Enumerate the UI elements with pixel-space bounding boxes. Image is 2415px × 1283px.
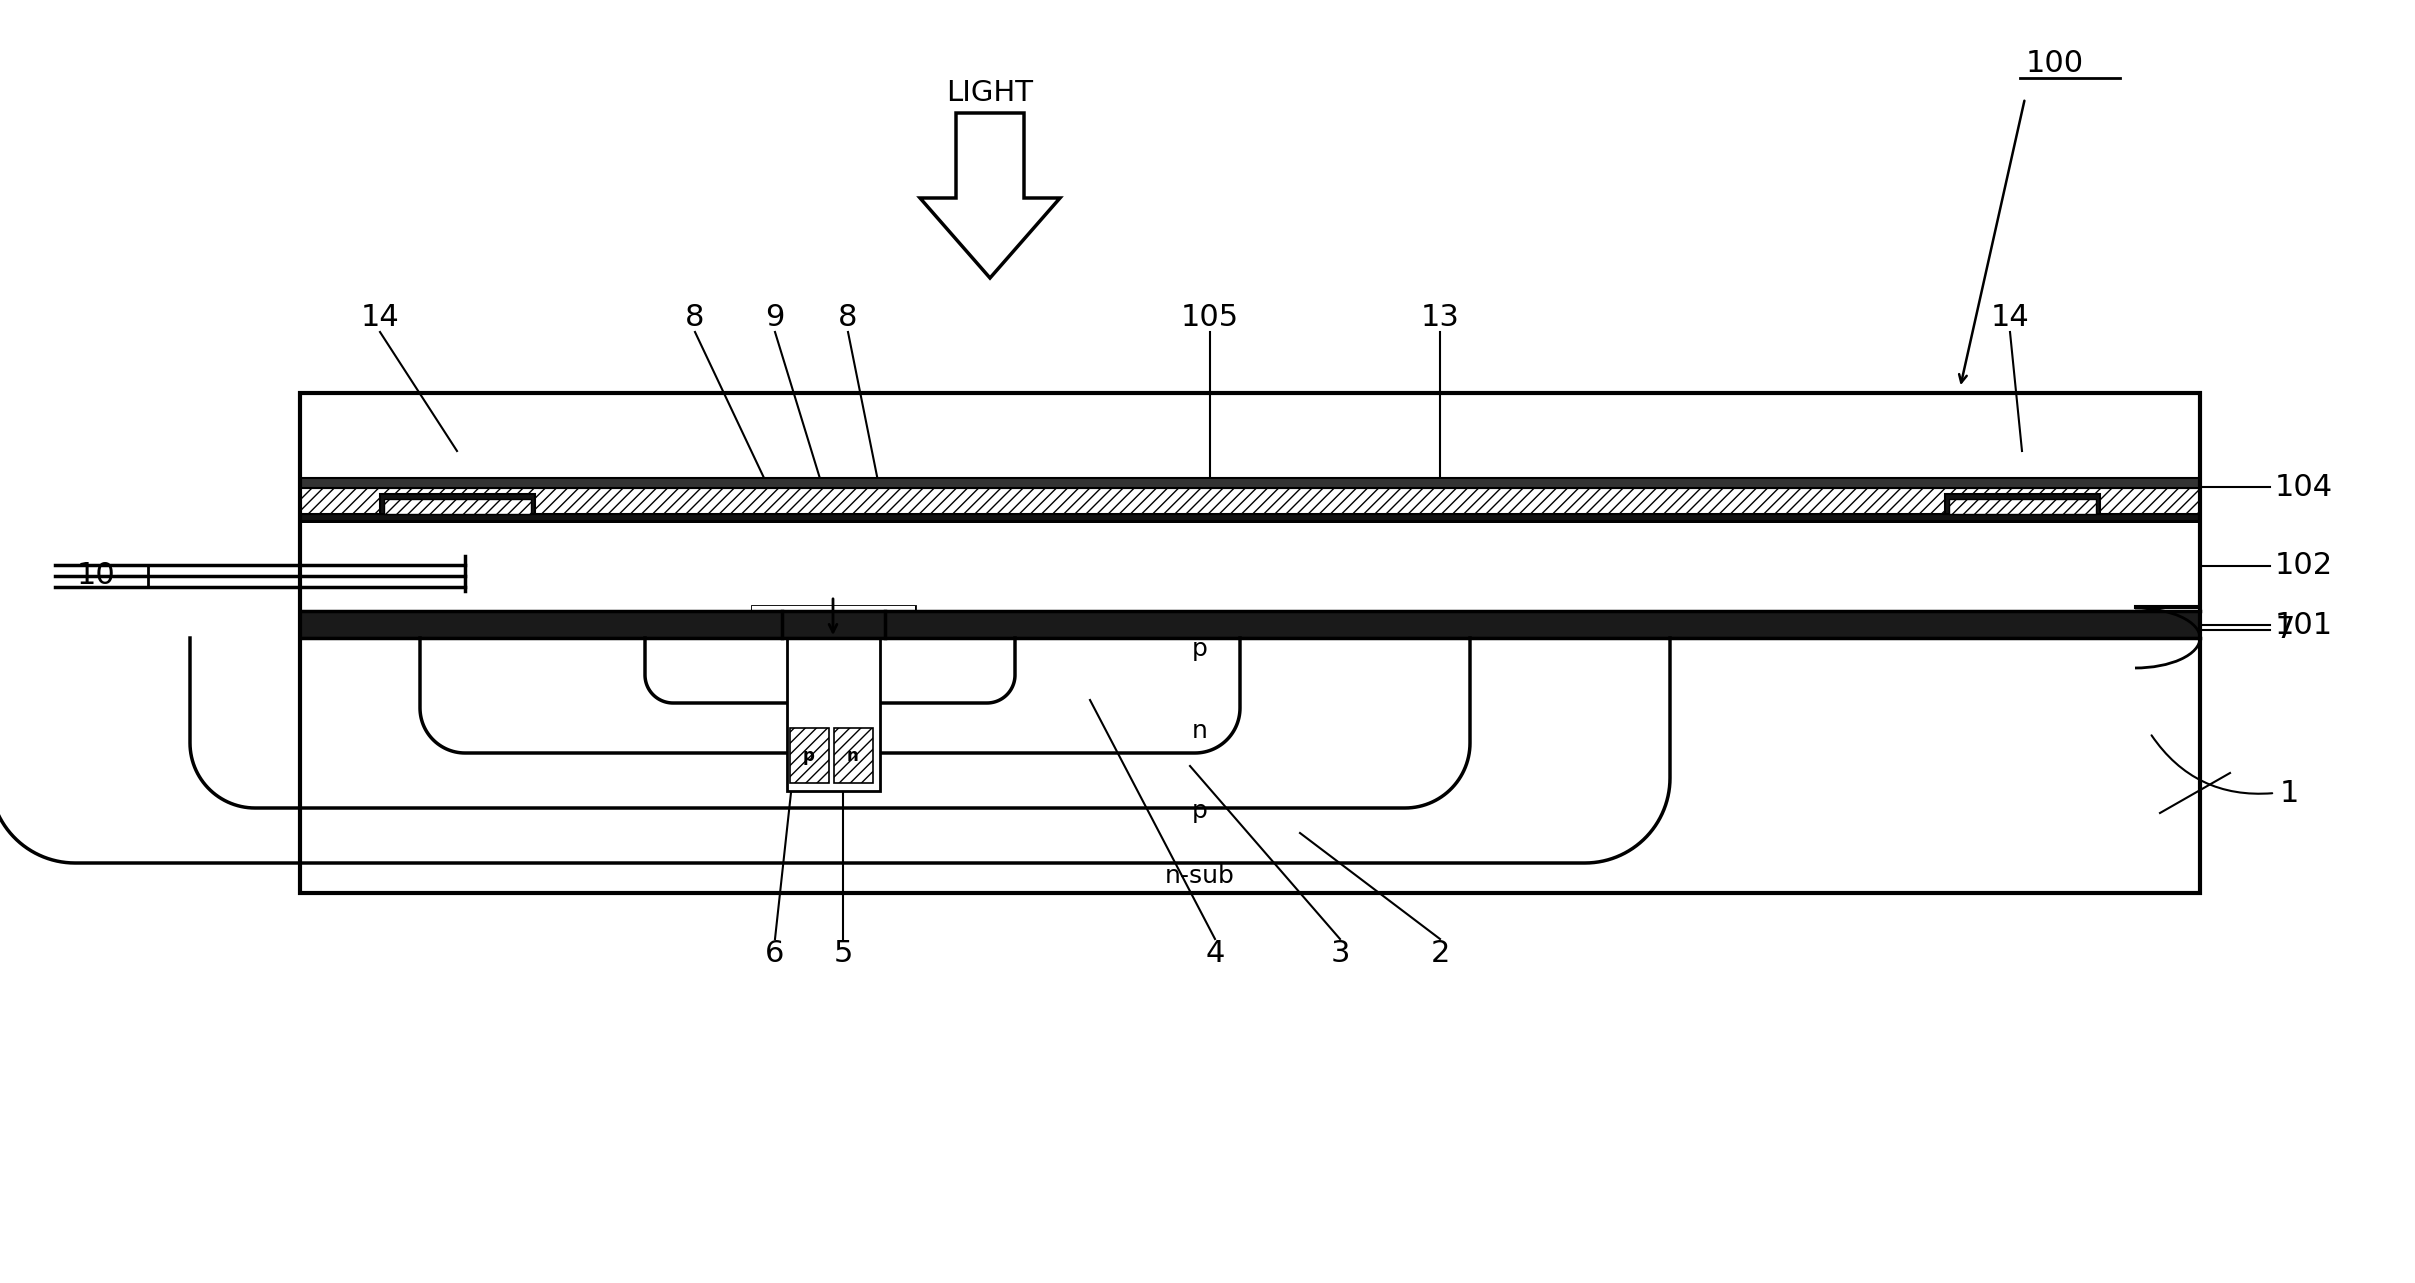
FancyArrow shape bbox=[920, 113, 1060, 278]
Text: 8: 8 bbox=[686, 304, 705, 332]
Bar bbox=[751, 606, 915, 611]
Text: 5: 5 bbox=[833, 938, 852, 967]
Bar bbox=[299, 479, 2200, 488]
Text: 6: 6 bbox=[766, 938, 785, 967]
Text: 105: 105 bbox=[1181, 304, 1239, 332]
Text: 101: 101 bbox=[2275, 611, 2333, 639]
Bar bbox=[299, 521, 2200, 611]
Text: 4: 4 bbox=[1205, 938, 1224, 967]
Bar bbox=[304, 561, 466, 606]
Text: 102: 102 bbox=[2275, 552, 2333, 580]
Bar bbox=[1949, 499, 2096, 514]
Bar bbox=[299, 611, 2200, 638]
Text: n-sub: n-sub bbox=[1164, 863, 1234, 888]
Text: 100: 100 bbox=[2026, 49, 2084, 77]
Text: 3: 3 bbox=[1331, 938, 1350, 967]
Bar bbox=[299, 638, 2200, 893]
Text: n: n bbox=[848, 747, 860, 765]
Bar bbox=[790, 727, 828, 783]
Text: 7: 7 bbox=[2275, 616, 2294, 644]
Text: 104: 104 bbox=[2275, 472, 2333, 502]
Bar bbox=[379, 494, 536, 514]
Text: 8: 8 bbox=[838, 304, 857, 332]
Text: LIGHT: LIGHT bbox=[947, 80, 1034, 106]
Bar bbox=[787, 638, 879, 792]
Bar bbox=[1944, 494, 2101, 514]
Bar bbox=[833, 727, 872, 783]
Text: p: p bbox=[804, 747, 814, 765]
Text: 10: 10 bbox=[77, 562, 116, 590]
Text: n: n bbox=[1193, 718, 1208, 743]
Text: 1: 1 bbox=[2280, 779, 2299, 807]
Bar bbox=[751, 606, 915, 611]
Text: p: p bbox=[1193, 799, 1208, 822]
Bar bbox=[384, 499, 531, 514]
Bar bbox=[299, 488, 2200, 514]
Text: p: p bbox=[1193, 636, 1208, 661]
Bar bbox=[299, 393, 2200, 893]
Bar bbox=[299, 393, 2200, 893]
Text: 14: 14 bbox=[1990, 304, 2029, 332]
Bar bbox=[299, 514, 2200, 521]
Text: 9: 9 bbox=[766, 304, 785, 332]
Text: 13: 13 bbox=[1420, 304, 1459, 332]
Text: 14: 14 bbox=[360, 304, 398, 332]
Text: 2: 2 bbox=[1430, 938, 1449, 967]
Bar bbox=[299, 556, 490, 611]
